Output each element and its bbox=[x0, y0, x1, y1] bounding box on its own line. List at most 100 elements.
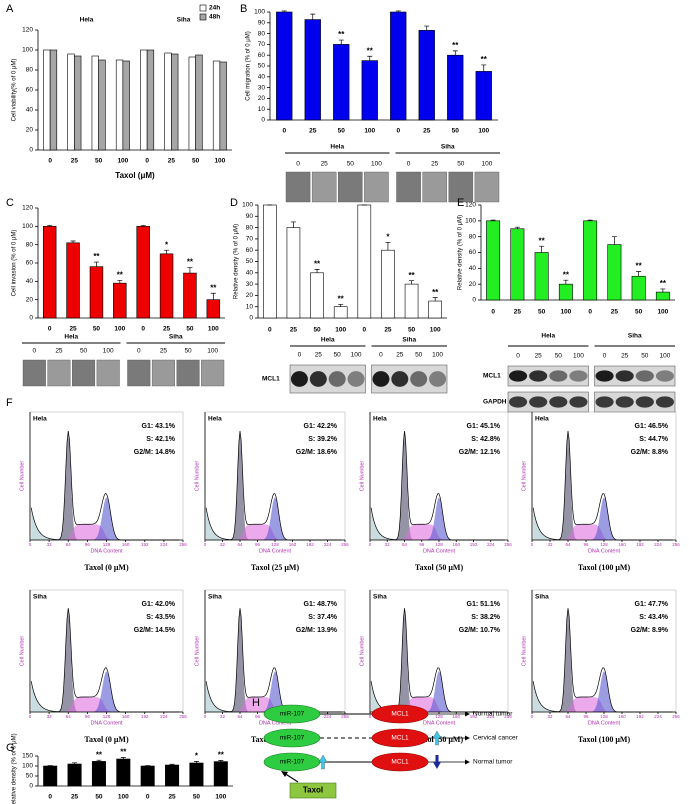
x-tick-label: 25 bbox=[423, 128, 431, 135]
x-tick-label: 25 bbox=[163, 326, 171, 333]
blot-band bbox=[615, 370, 634, 382]
outcome-label: Normal tumor bbox=[473, 759, 513, 766]
significance-label: ** bbox=[314, 260, 321, 269]
bar bbox=[404, 283, 419, 319]
x-tick-label: 0 bbox=[146, 794, 150, 801]
flow-x-tick-label: 128 bbox=[600, 542, 608, 547]
flow-stat: G2/M: 14.5% bbox=[134, 627, 176, 634]
flow-x-tick-label: 0 bbox=[204, 714, 207, 719]
flow-x-tick-label: 64 bbox=[237, 542, 243, 547]
error-bar bbox=[490, 219, 496, 221]
bar bbox=[304, 19, 321, 121]
y-tick-label: 40 bbox=[246, 270, 254, 277]
significance-label: ** bbox=[218, 751, 225, 760]
flow-g2 bbox=[206, 671, 342, 712]
migration-image bbox=[22, 359, 46, 387]
blot-group-label: Hela bbox=[330, 144, 344, 151]
flow-x-tick-label: 256 bbox=[341, 714, 349, 719]
blot-row-label: MCL1 bbox=[262, 376, 280, 383]
bar bbox=[357, 204, 372, 319]
blot-background bbox=[507, 365, 589, 387]
flow-g2 bbox=[371, 497, 505, 540]
bar bbox=[333, 306, 348, 319]
x-tick-label: 0 bbox=[268, 327, 272, 334]
y-axis-label: Cell viability(% of 0 μM) bbox=[12, 59, 18, 122]
indicator-arrow bbox=[432, 730, 442, 746]
y-tick-label: 60 bbox=[246, 247, 254, 254]
y-tick-label: 50 bbox=[246, 258, 254, 265]
migration-image bbox=[396, 171, 421, 203]
flow-x-tick-label: 192 bbox=[470, 542, 478, 547]
error-bar bbox=[120, 757, 126, 759]
flow-x-tick-label: 64 bbox=[565, 714, 571, 719]
flow-x-label: DNA Content bbox=[588, 548, 621, 554]
x-tick-label: 50 bbox=[95, 158, 103, 165]
bar bbox=[276, 11, 293, 121]
x-tick-label: 25 bbox=[611, 309, 619, 316]
x-tick-label: 0 bbox=[363, 327, 367, 334]
x-tick-label: 100 bbox=[560, 309, 571, 316]
blot-row-label: GAPDH bbox=[483, 399, 507, 406]
y-tick-label: 80 bbox=[26, 241, 34, 248]
flow-x-label: DNA Content bbox=[259, 720, 292, 726]
flow-x-tick-label: 160 bbox=[289, 542, 297, 547]
flow-x-tick-label: 256 bbox=[672, 542, 680, 547]
y-tick-label: 90 bbox=[258, 20, 266, 27]
migration-image bbox=[127, 359, 151, 387]
y-tick-label: 50 bbox=[258, 63, 266, 70]
x-tick-label: 0 bbox=[145, 158, 149, 165]
bar bbox=[67, 763, 82, 787]
y-tick-label: 0 bbox=[261, 117, 265, 124]
y-tick-label: 120 bbox=[22, 27, 33, 34]
flow-x-tick-label: 192 bbox=[141, 714, 149, 719]
flow-x-tick-label: 0 bbox=[531, 542, 534, 547]
flow-g1 bbox=[533, 610, 673, 712]
blot-band bbox=[372, 371, 390, 387]
y-tick-label: 150 bbox=[22, 753, 33, 760]
y-tick-label: 40 bbox=[26, 107, 34, 114]
x-tick-label: 0 bbox=[48, 326, 52, 333]
error-bar bbox=[611, 236, 617, 245]
bar bbox=[171, 53, 179, 151]
group-label: Siha bbox=[177, 17, 191, 24]
mcl1-label: MCL1 bbox=[391, 759, 409, 766]
flow-x-tick-label: 32 bbox=[220, 542, 226, 547]
outcome-label: Normal tumor bbox=[473, 711, 513, 718]
migration-image bbox=[448, 171, 474, 203]
significance-label: ** bbox=[408, 271, 415, 280]
bar bbox=[140, 49, 148, 151]
flow-g2 bbox=[533, 671, 673, 712]
outcome-label: Cervical cancer bbox=[473, 735, 519, 742]
bar bbox=[655, 291, 670, 301]
x-tick-label: 25 bbox=[290, 327, 298, 334]
significance-label: ** bbox=[117, 271, 124, 280]
x-tick-label: 25 bbox=[69, 326, 77, 333]
error-bar bbox=[310, 13, 316, 20]
y-tick-label: 100 bbox=[22, 223, 33, 230]
flow-x-tick-label: 160 bbox=[618, 714, 626, 719]
x-tick-label: 50 bbox=[186, 326, 194, 333]
flow-caption: Taxol (100 μM) bbox=[578, 735, 631, 744]
flow-x-tick-label: 224 bbox=[160, 714, 168, 719]
flow-g2 bbox=[31, 497, 180, 540]
migration-image bbox=[151, 359, 175, 387]
significance-label: ** bbox=[210, 283, 217, 292]
blot-band bbox=[309, 371, 327, 387]
flow-y-label: Cell Number bbox=[19, 461, 25, 492]
flow-cell-label: Siha bbox=[373, 594, 387, 601]
x-tick-label: 100 bbox=[117, 158, 128, 165]
x-tick-label: 50 bbox=[313, 327, 321, 334]
y-tick-label: 100 bbox=[22, 47, 33, 54]
migration-image bbox=[201, 359, 225, 387]
blot-lane-label: 0 bbox=[407, 161, 411, 168]
blot-lane-label: 100 bbox=[207, 348, 218, 355]
x-tick-label: 100 bbox=[364, 128, 375, 135]
bar bbox=[286, 227, 301, 319]
flow-x-tick-label: 96 bbox=[255, 542, 261, 547]
x-tick-label: 50 bbox=[193, 794, 201, 801]
blot-group-label: Siha bbox=[169, 334, 183, 341]
flow-caption: Taxol (0 μM) bbox=[84, 735, 129, 744]
significance-label: ** bbox=[636, 262, 643, 271]
flow-stat: G1: 45.1% bbox=[467, 423, 501, 430]
flow-stat: S: 42.1% bbox=[146, 436, 176, 443]
